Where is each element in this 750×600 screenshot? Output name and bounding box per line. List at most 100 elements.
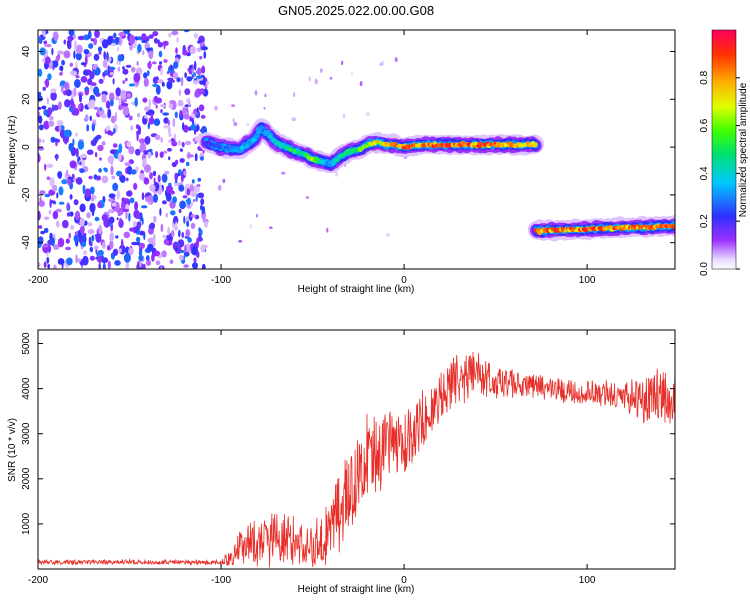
noise-blob xyxy=(93,174,98,180)
noise-blob xyxy=(138,138,146,144)
noise-blob xyxy=(138,125,141,135)
noise-blob xyxy=(112,143,118,148)
noise-blob xyxy=(314,78,318,85)
noise-blob xyxy=(124,162,131,167)
noise-blob xyxy=(268,226,273,229)
noise-blob xyxy=(74,79,81,88)
noise-blob xyxy=(51,47,54,56)
noise-blob xyxy=(199,55,203,60)
noise-blob xyxy=(75,44,83,54)
noise-blob xyxy=(89,255,95,261)
noise-blob xyxy=(263,107,266,110)
noise-blob xyxy=(101,93,107,103)
noise-blob xyxy=(42,30,46,38)
noise-blob xyxy=(149,172,153,180)
noise-blob xyxy=(82,255,89,266)
noise-blob xyxy=(118,32,126,37)
noise-blob xyxy=(185,229,190,237)
noise-blob xyxy=(57,237,65,248)
noise-blob xyxy=(160,67,163,76)
noise-blob xyxy=(69,194,73,200)
noise-blob xyxy=(145,111,151,116)
noise-blob xyxy=(155,104,158,109)
noise-blob xyxy=(147,243,154,252)
noise-blob xyxy=(197,192,205,199)
noise-blob xyxy=(38,147,45,151)
snr-y-axis: 1000 2000 3000 4000 5000 xyxy=(21,332,675,535)
noise-blob xyxy=(58,124,62,133)
noise-blob xyxy=(128,115,133,121)
noise-blob xyxy=(133,182,138,190)
noise-blob xyxy=(43,261,47,269)
noise-blob xyxy=(142,97,148,103)
noise-blob xyxy=(117,54,124,62)
noise-blob xyxy=(91,234,95,242)
noise-blob xyxy=(135,81,140,86)
noise-blob xyxy=(182,122,185,131)
noise-blob xyxy=(206,81,209,85)
noise-blob xyxy=(181,231,184,239)
noise-blob xyxy=(176,77,181,83)
noise-blob xyxy=(201,263,206,269)
noise-blob xyxy=(178,184,185,192)
noise-blob xyxy=(139,230,145,236)
noise-blob xyxy=(125,262,130,269)
noise-blob xyxy=(168,33,172,38)
noise-blob xyxy=(38,106,42,111)
noise-blob xyxy=(135,148,141,156)
snr-frame xyxy=(37,329,676,570)
noise-blob xyxy=(90,99,96,108)
noise-blob xyxy=(165,192,172,202)
noise-blob xyxy=(116,189,121,200)
noise-blob xyxy=(46,163,54,168)
noise-blob xyxy=(128,247,134,256)
noise-blob xyxy=(204,220,208,228)
noise-blob xyxy=(184,187,187,197)
noise-blob xyxy=(38,262,41,268)
noise-blob xyxy=(117,66,121,72)
noise-blob xyxy=(149,184,156,192)
noise-blob xyxy=(110,115,116,124)
noise-blob xyxy=(155,260,161,266)
y-tick-label: 4000 xyxy=(21,377,32,400)
noise-blob xyxy=(141,40,148,44)
noise-blob xyxy=(159,61,163,65)
noise-blob xyxy=(163,117,169,124)
noise-blob xyxy=(86,149,94,155)
noise-blob xyxy=(173,133,177,140)
noise-blob xyxy=(59,65,64,72)
noise-blob xyxy=(73,87,77,97)
noise-blob xyxy=(70,98,74,108)
noise-blob xyxy=(48,209,52,215)
noise-blob xyxy=(38,68,43,77)
noise-blob xyxy=(167,147,172,152)
noise-blob xyxy=(87,228,95,235)
noise-blob xyxy=(186,220,190,228)
noise-blob xyxy=(191,74,194,80)
noise-blob xyxy=(63,39,67,45)
noise-blob xyxy=(109,240,114,250)
noise-blob xyxy=(142,158,147,166)
noise-blob xyxy=(107,65,110,75)
noise-blob xyxy=(61,179,68,185)
colorbar-tick-label: 0.4 xyxy=(699,166,710,180)
noise-blob xyxy=(191,118,195,125)
noise-blob xyxy=(38,142,41,147)
noise-blob xyxy=(329,76,333,80)
noise-blob xyxy=(161,173,168,183)
noise-blob xyxy=(46,176,51,181)
noise-blob xyxy=(103,51,106,60)
noise-blob xyxy=(200,198,205,206)
noise-blob xyxy=(42,86,46,91)
noise-blob xyxy=(169,79,175,83)
noise-blob xyxy=(77,104,82,109)
noise-blob xyxy=(89,186,95,195)
noise-blob xyxy=(200,46,208,51)
noise-blob xyxy=(161,200,167,205)
noise-blob xyxy=(190,222,196,229)
noise-blob xyxy=(43,120,50,130)
noise-blob xyxy=(171,229,175,238)
noise-blob xyxy=(320,68,323,73)
noise-blob xyxy=(204,84,208,89)
noise-blob xyxy=(111,202,117,207)
